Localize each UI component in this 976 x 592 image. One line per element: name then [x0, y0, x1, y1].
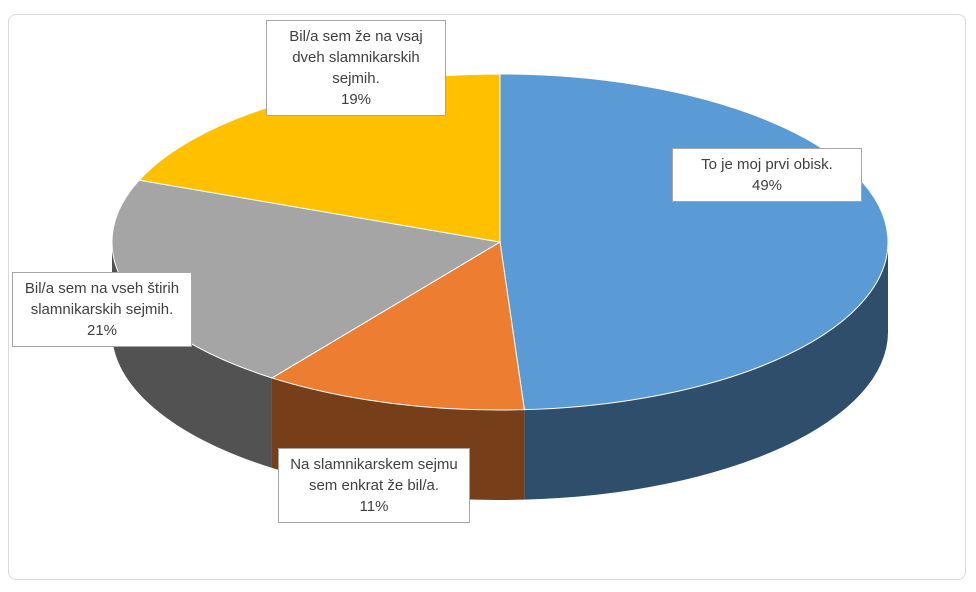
label-category: Bil/a sem na vseh štirih slamnikarskih s… — [24, 280, 180, 318]
data-label: Bil/a sem na vseh štirih slamnikarskih s… — [12, 272, 192, 347]
slice-side — [524, 242, 888, 500]
chart-frame — [8, 14, 966, 580]
slice-side — [112, 242, 272, 468]
label-value: 19% — [340, 91, 372, 108]
data-label: Na slamnikarskem sejmu sem enkrat že bil… — [278, 448, 470, 523]
label-value: 21% — [86, 322, 118, 339]
slice — [270, 241, 525, 411]
label-category: Na slamnikarskem sejmu sem enkrat že bil… — [290, 456, 458, 494]
label-value: 49% — [751, 177, 783, 194]
data-label: Bil/a sem že na vsaj dveh slamnikarskih … — [266, 20, 446, 116]
label-category: Bil/a sem že na vsaj dveh slamnikarskih … — [289, 28, 423, 87]
data-label: To je moj prvi obisk. 49% — [672, 148, 862, 202]
label-value: 11% — [359, 498, 389, 515]
label-category: To je moj prvi obisk. — [701, 156, 833, 173]
